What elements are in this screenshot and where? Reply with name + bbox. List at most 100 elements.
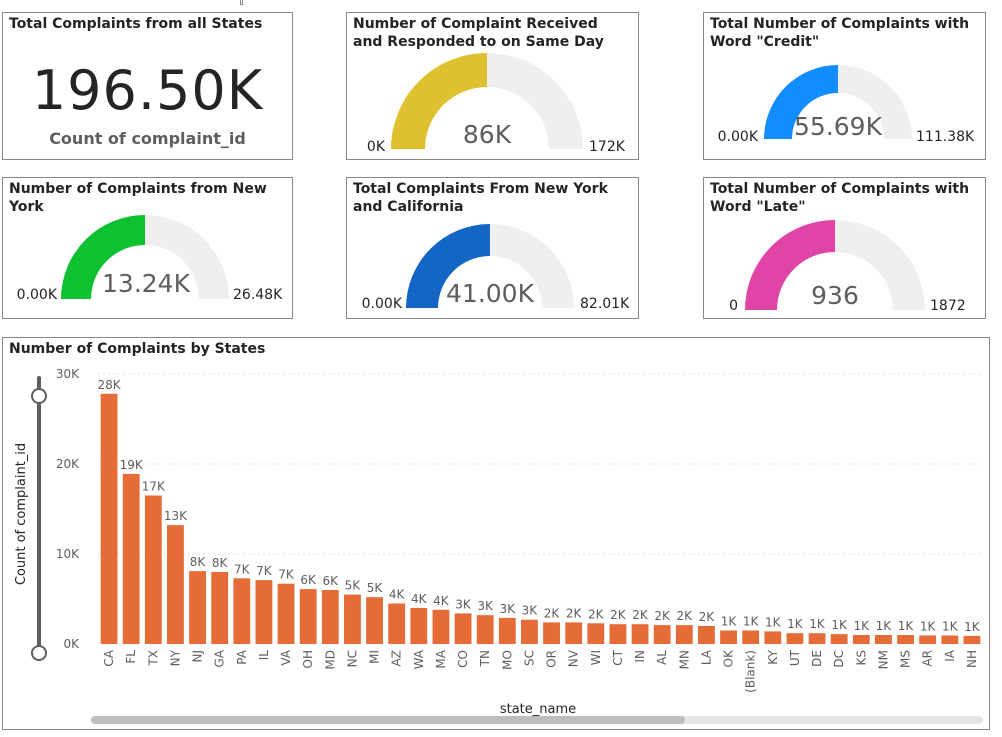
bar-tn[interactable] [476,615,494,644]
x-tick-label: IA [943,649,957,662]
bar-dc[interactable] [830,634,848,644]
gauge-card-new-york[interactable]: Number of Complaints from New York 0.00K… [2,177,293,319]
gauge-max-label: 111.38K [916,129,975,145]
gauge-chart: 0.00K 55.69K 111.38K [718,65,975,145]
data-label: 7K [234,562,251,576]
gauge-min-label: 0K [367,139,386,155]
gauge-min-label: 0.00K [362,296,403,312]
bar-mo[interactable] [498,617,516,644]
kpi-card-value: 196.50K [31,59,264,122]
x-tick-label: UT [788,649,802,666]
bar-co[interactable] [454,613,472,644]
bar-ct[interactable] [609,624,627,644]
gridlines [98,373,983,555]
data-label: 7K [278,568,295,582]
focus-mode-indicator [240,0,243,5]
bar-de[interactable] [808,633,826,644]
bar-ks[interactable] [852,635,870,644]
bar-nc[interactable] [344,594,361,645]
bar-in[interactable] [631,624,649,644]
x-tick-label: MA [434,649,448,668]
gauge-min-label: 0 [729,298,738,314]
bar-nm[interactable] [875,635,892,644]
bar-ma[interactable] [432,609,450,644]
bar-or[interactable] [543,622,560,644]
bar-ga[interactable] [211,572,229,644]
gauge-card-late[interactable]: Total Number of Complaints with Word "La… [703,177,986,319]
bar-nj[interactable] [189,571,206,644]
x-tick-label: WA [412,649,426,669]
horizontal-scrollbar[interactable] [91,716,983,724]
bar-ia[interactable] [941,635,959,644]
zoom-slider-handle-bottom[interactable] [31,645,47,661]
gauge-value-arc [61,215,145,299]
gauge-value-arc [406,224,490,308]
data-label: 13K [164,509,188,523]
bar-nh[interactable] [963,635,981,644]
data-label: 8K [212,556,229,570]
data-label: 5K [367,581,384,595]
scrollbar-thumb[interactable] [91,716,685,724]
data-label: 6K [300,573,317,587]
data-label: 4K [433,594,450,608]
gauge-max-label: 82.01K [580,296,630,312]
bar-mi[interactable] [366,597,383,644]
gauge-card-same-day[interactable]: Number of Complaint Received and Respond… [346,12,639,160]
bar-tx[interactable] [144,495,162,645]
bar-fl[interactable] [122,473,140,644]
bar-az[interactable] [388,603,406,645]
bar-blank[interactable] [742,630,760,645]
x-tick-label: SC [522,650,536,666]
bar-nv[interactable] [565,622,583,644]
x-tick-label: AR [921,650,935,667]
x-tick-label: NC [345,650,359,667]
x-tick-label: TX [146,650,160,667]
data-label: 3K [522,604,539,618]
x-tick-label: MO [500,650,514,670]
bar-md[interactable] [321,590,339,644]
data-label: 5K [345,579,362,593]
bar-ky[interactable] [764,631,782,644]
x-tick-label: GA [213,649,227,667]
bar-va[interactable] [277,583,295,644]
bar-wa[interactable] [410,608,428,644]
bar-al[interactable] [653,625,671,644]
gauge-chart: 0 936 1872 [729,220,966,314]
x-axis-title: state_name [500,702,576,717]
bar-sc[interactable] [521,619,538,644]
x-tick-label: VA [279,649,293,665]
zoom-slider-handle-top[interactable] [31,388,47,404]
data-label: 8K [190,555,207,569]
gauge-chart: 0.00K 13.24K 26.48K [17,215,283,303]
bar-ms[interactable] [897,635,914,644]
bars [100,393,981,645]
bar-ut[interactable] [786,633,804,644]
gauge-value-label: 55.69K [794,112,883,141]
bar-ok[interactable] [720,630,737,645]
data-label: 28K [97,378,121,392]
bar-la[interactable] [698,626,715,644]
gauge-chart: 0K 86K 172K [367,53,626,155]
bar-ar[interactable] [919,635,937,644]
bar-ca[interactable] [100,393,118,644]
data-label: 2K [610,608,627,622]
bar-ny[interactable] [167,525,184,644]
gauge-max-label: 1872 [930,298,966,314]
gauge-value-arc [764,65,838,139]
bar-mn[interactable] [675,625,693,644]
data-label: 1K [743,615,760,629]
data-label: 3K [477,599,494,613]
bar-il[interactable] [255,580,273,644]
kpi-card-total-complaints[interactable]: Total Complaints from all States 196.50K… [2,12,293,160]
gauge-value-arc [391,53,487,149]
x-tick-label: CA [102,649,116,666]
gauge-value-label: 936 [811,281,859,310]
bar-pa[interactable] [233,578,251,644]
data-label: 2K [677,609,694,623]
gauge-card-credit[interactable]: Total Number of Complaints with Word "Cr… [703,12,986,160]
bar-oh[interactable] [299,589,317,644]
zoom-slider[interactable] [31,376,47,661]
gauge-card-ny-ca[interactable]: Total Complaints From New York and Calif… [346,177,639,319]
bar-wi[interactable] [587,623,605,644]
bar-chart-card[interactable]: Number of Complaints by States 0K 10K 20K 3… [2,337,990,730]
